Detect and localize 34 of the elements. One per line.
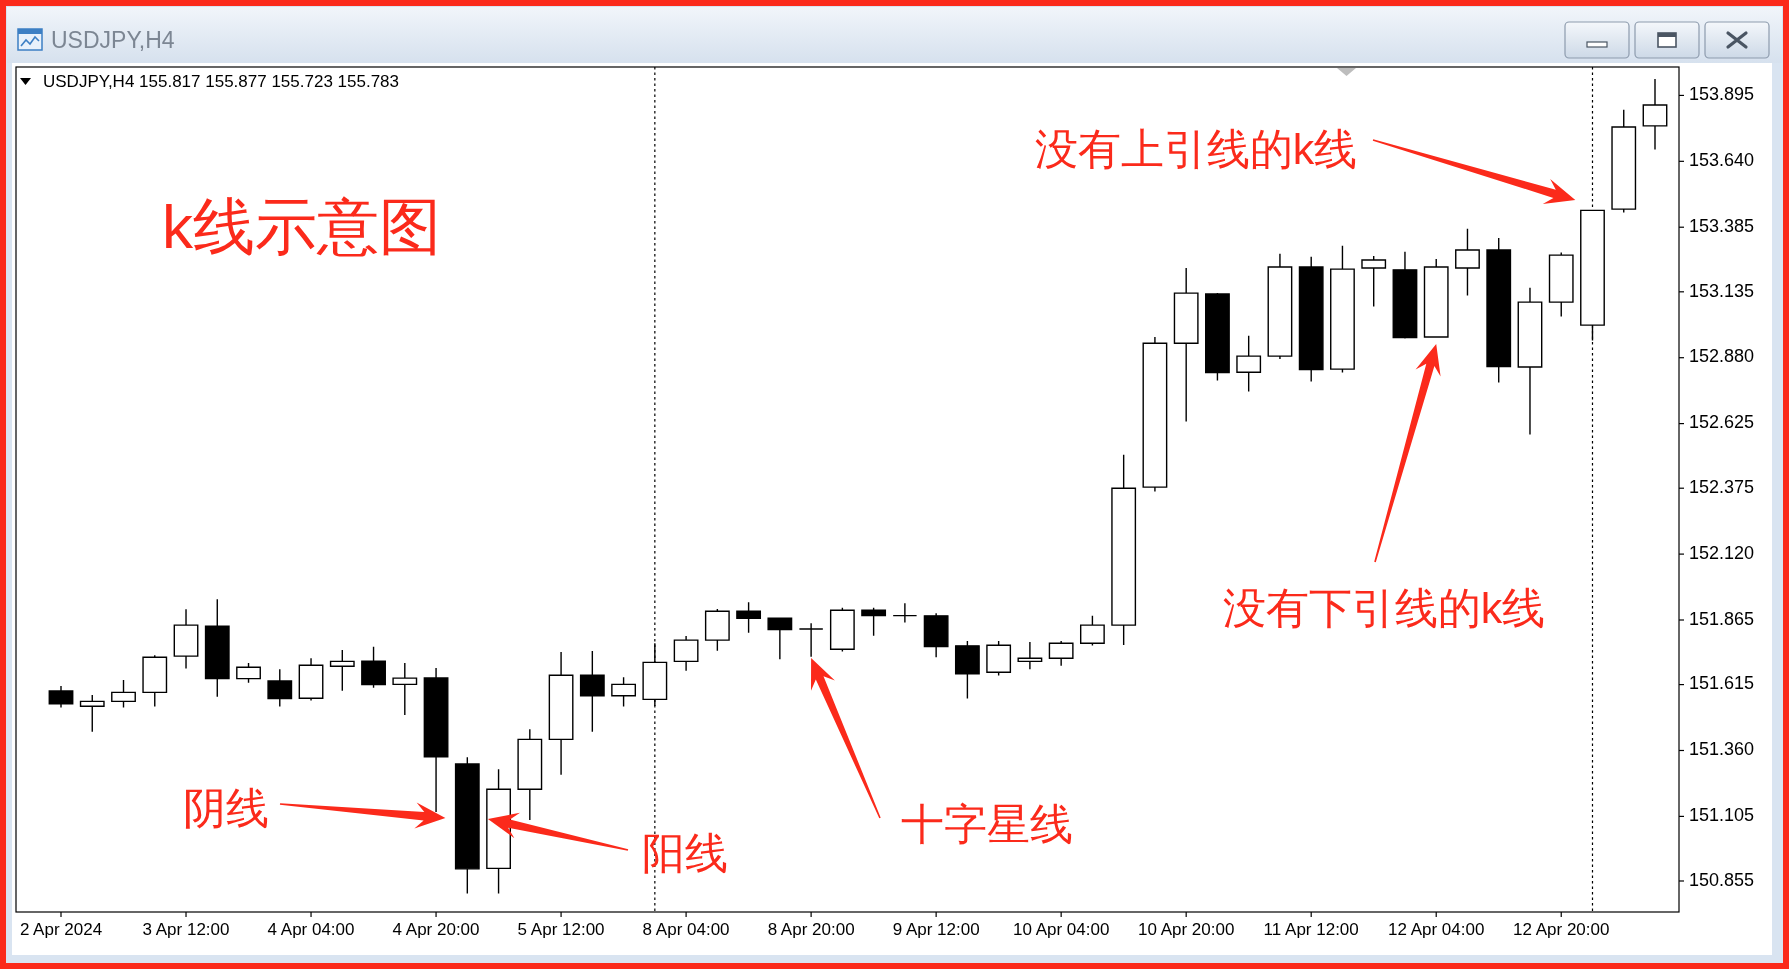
x-tick-label: 3 Apr 12:00 <box>142 920 230 940</box>
x-tick-label: 12 Apr 20:00 <box>1513 920 1610 940</box>
y-tick-label: 151.105 <box>1689 805 1755 826</box>
y-tick-label: 153.135 <box>1689 280 1755 301</box>
annotation: 阳线 <box>642 829 728 877</box>
y-tick-label: 152.375 <box>1689 476 1755 497</box>
annotation: 阴线 <box>183 784 269 832</box>
annotation: 没有上引线的k线 <box>1034 125 1358 173</box>
y-tick-label: 152.880 <box>1689 346 1755 367</box>
annotation: 没有下引线的k线 <box>1222 584 1546 632</box>
x-tick-label: 8 Apr 04:00 <box>642 920 730 940</box>
y-tick-label: 152.120 <box>1689 542 1755 563</box>
x-tick-label: 5 Apr 12:00 <box>517 920 605 940</box>
x-tick-label: 10 Apr 04:00 <box>1012 920 1110 940</box>
chart-subtitle: USDJPY,H4 155.817 155.877 155.723 155.783 <box>43 72 400 92</box>
x-tick-label: 8 Apr 20:00 <box>767 920 855 940</box>
chart-title: USDJPY,H4 <box>51 27 175 54</box>
x-tick-label: 2 Apr 2024 <box>19 920 103 940</box>
x-tick-label: 4 Apr 20:00 <box>392 920 480 940</box>
x-tick-label: 10 Apr 20:00 <box>1137 920 1235 940</box>
y-tick-label: 152.625 <box>1689 412 1755 433</box>
y-tick-label: 151.615 <box>1689 673 1755 694</box>
x-tick-label: 4 Apr 04:00 <box>267 920 355 940</box>
annotation: 十字星线 <box>901 800 1073 848</box>
x-tick-label: 9 Apr 12:00 <box>892 920 980 940</box>
y-tick-label: 151.865 <box>1689 608 1755 629</box>
y-tick-label: 150.855 <box>1689 869 1755 890</box>
annotation: k线示意图 <box>162 191 441 261</box>
y-tick-label: 153.640 <box>1689 150 1755 171</box>
x-tick-label: 11 Apr 12:00 <box>1263 920 1359 940</box>
y-tick-label: 153.895 <box>1689 84 1755 105</box>
y-tick-label: 153.385 <box>1689 215 1755 236</box>
x-tick-label: 12 Apr 04:00 <box>1388 920 1485 940</box>
y-tick-label: 151.360 <box>1689 739 1755 760</box>
